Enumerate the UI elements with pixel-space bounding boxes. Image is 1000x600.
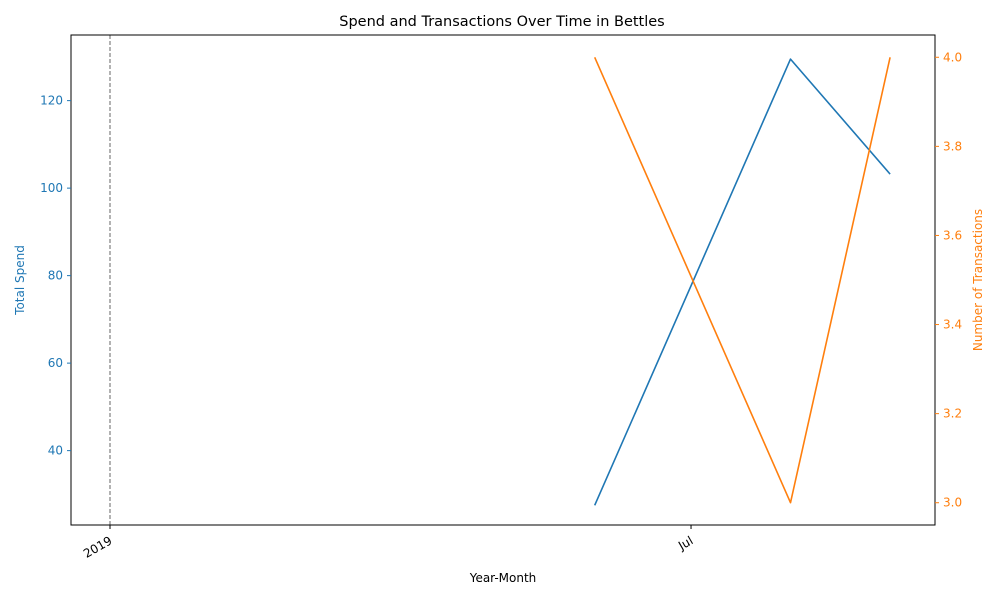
y-right-tick-label: 3.0 (943, 496, 962, 510)
x-tick-label: Jul (675, 533, 695, 553)
y-axis-left-label: Total Spend (13, 245, 27, 316)
y-axis-right-label: Number of Transactions (971, 209, 985, 351)
series-line-transactions (593, 56, 891, 504)
y-right-tick-label: 3.4 (943, 318, 962, 332)
plot-frame (70, 34, 936, 526)
y-left-tick-label: 80 (48, 269, 63, 283)
plot-area (109, 35, 891, 525)
series-line-spend (593, 58, 891, 506)
y-left-tick-label: 60 (48, 356, 63, 370)
y-left-tick-label: 100 (40, 181, 63, 195)
y-right-tick-label: 3.2 (943, 407, 962, 421)
y-right-tick-label: 4.0 (943, 50, 962, 64)
x-axis-label: Year-Month (469, 571, 537, 585)
left-axis: 40 60 80 100 120 (40, 94, 71, 458)
y-left-tick-label: 40 (48, 444, 63, 458)
right-axis: 3.0 3.2 3.4 3.6 3.8 4.0 (935, 50, 962, 510)
y-left-tick-label: 120 (40, 94, 63, 108)
chart-title: Spend and Transactions Over Time in Bett… (339, 14, 665, 30)
y-right-tick-label: 3.8 (943, 139, 962, 153)
y-right-tick-label: 3.6 (943, 228, 962, 242)
